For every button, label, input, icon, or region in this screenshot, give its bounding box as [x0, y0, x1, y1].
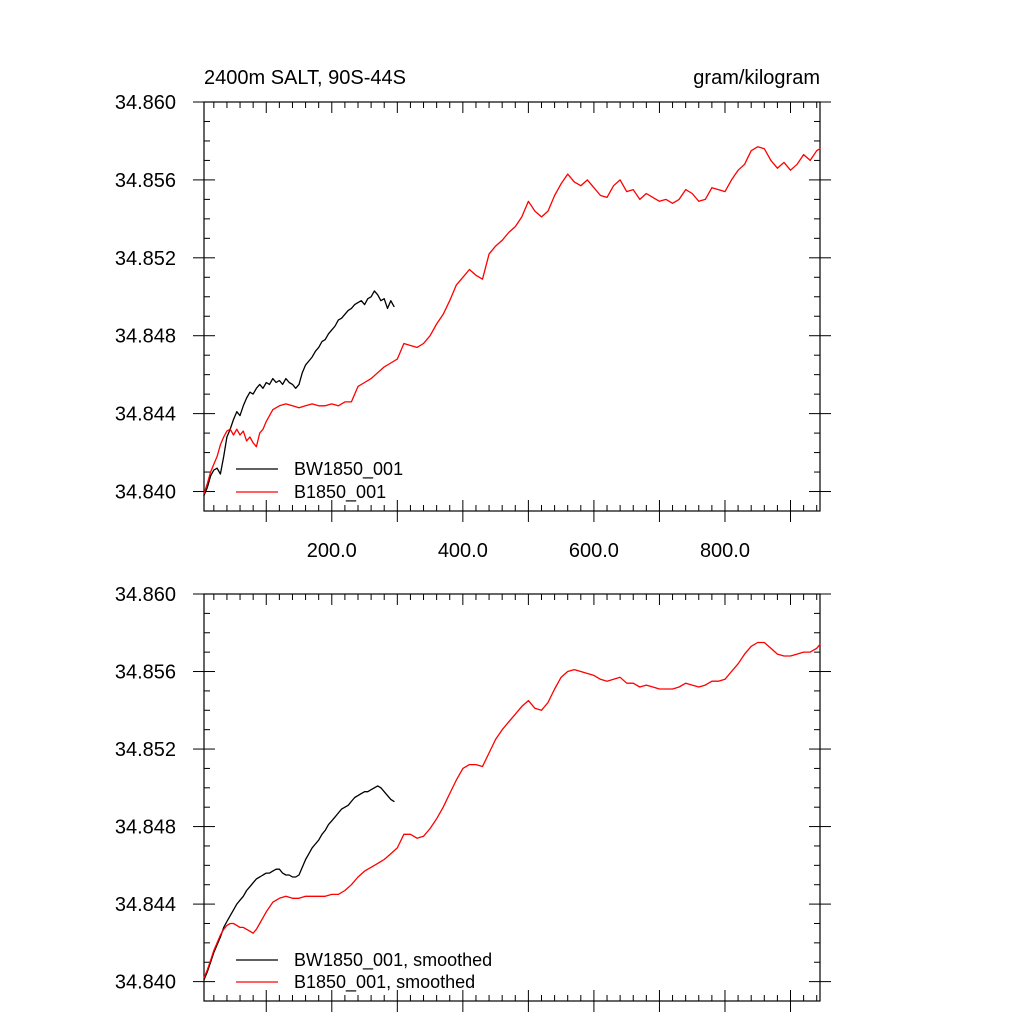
plot-frame [203, 101, 821, 512]
y-tick-label: 34.852 [115, 248, 176, 270]
y-tick-label: 34.848 [115, 817, 176, 839]
series-line-0 [203, 785, 395, 981]
y-tick-label: 34.848 [115, 326, 176, 348]
y-tick-label: 34.856 [115, 662, 176, 684]
units-label: gram/kilogram [693, 67, 820, 89]
x-tick-label: 600.0 [569, 540, 619, 562]
bottom-panel: 34.840 34.844 34.848 34.852 34.856 34.860 BW18… [115, 584, 831, 1012]
series-line-0 [203, 290, 395, 497]
top-panel: 34.840 34.844 34.848 34.852 34.856 34.860 200.… [115, 92, 831, 562]
y-tick-label: 34.860 [115, 584, 176, 606]
y-tick-label: 34.844 [115, 894, 176, 916]
y-tick-label: 34.860 [115, 92, 176, 114]
y-tick-label: 34.844 [115, 404, 176, 426]
series-line-1 [203, 146, 821, 495]
y-tick-label: 34.852 [115, 739, 176, 761]
legend-label: B1850_001 [294, 482, 386, 503]
plot-frame [203, 593, 821, 1002]
legend-label: B1850_001, smoothed [294, 972, 475, 993]
x-tick-label: 800.0 [700, 540, 750, 562]
y-tick-label: 34.856 [115, 170, 176, 192]
legend-label: BW1850_001, smoothed [294, 950, 492, 971]
series-line-1 [203, 641, 821, 979]
x-tick-label: 400.0 [438, 540, 488, 562]
y-tick-label: 34.840 [115, 482, 176, 504]
chart-title: 2400m SALT, 90S-44S [204, 67, 406, 89]
legend-label: BW1850_001 [294, 459, 403, 480]
y-tick-label: 34.840 [115, 972, 176, 994]
x-tick-label: 200.0 [307, 540, 357, 562]
